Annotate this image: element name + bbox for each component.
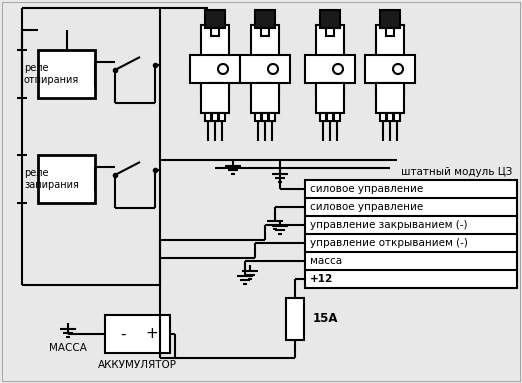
Bar (212, 113, 218, 121)
Bar (327, 113, 333, 121)
Bar (316, 83, 344, 113)
Bar (305, 180, 517, 288)
Bar (219, 113, 225, 121)
Bar (386, 28, 394, 36)
Bar (255, 113, 261, 121)
Text: +: + (146, 326, 158, 342)
Bar (38, 50, 95, 98)
Bar (320, 10, 340, 28)
Bar (201, 25, 229, 95)
Bar (105, 315, 170, 353)
Text: силовое управление: силовое управление (310, 202, 423, 212)
Bar (376, 25, 404, 95)
Text: АККУМУЛЯТОР: АККУМУЛЯТОР (98, 360, 177, 370)
Text: 15А: 15А (313, 313, 338, 326)
Bar (269, 113, 275, 121)
Bar (251, 83, 279, 113)
Bar (255, 10, 275, 28)
Text: масса: масса (310, 256, 342, 266)
Bar (376, 83, 404, 113)
Bar (316, 25, 344, 95)
Bar (205, 10, 225, 28)
Bar (211, 28, 219, 36)
Bar (334, 113, 340, 121)
Bar (380, 10, 400, 28)
Text: реле
отпирания: реле отпирания (24, 63, 79, 85)
Text: реле
запирания: реле запирания (24, 168, 79, 190)
Bar (387, 113, 393, 121)
Bar (394, 113, 400, 121)
Text: МАССА: МАССА (49, 343, 87, 353)
Bar (262, 113, 268, 121)
Bar (305, 55, 355, 83)
Bar (261, 28, 269, 36)
Bar (365, 55, 415, 83)
Bar (38, 155, 95, 203)
Bar (326, 28, 334, 36)
Text: силовое управление: силовое управление (310, 184, 423, 194)
Text: +12: +12 (310, 274, 333, 284)
Bar (201, 83, 229, 113)
Text: -: - (121, 326, 126, 342)
Bar (205, 113, 211, 121)
Text: штатный модуль ЦЗ: штатный модуль ЦЗ (401, 167, 512, 177)
Bar (320, 113, 326, 121)
Text: управление закрыванием (-): управление закрыванием (-) (310, 220, 468, 230)
Bar (380, 113, 386, 121)
Bar (251, 25, 279, 95)
Bar (286, 298, 304, 340)
Bar (190, 55, 240, 83)
Bar (240, 55, 290, 83)
Text: управление открыванием (-): управление открыванием (-) (310, 238, 468, 248)
